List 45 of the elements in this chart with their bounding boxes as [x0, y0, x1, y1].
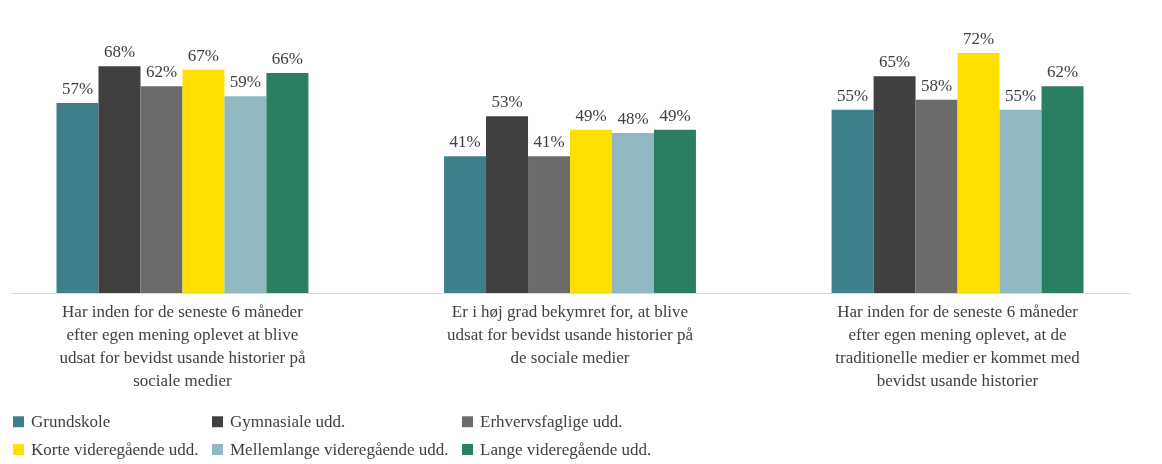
- bar: [1041, 86, 1084, 293]
- data-label: 68%: [103, 42, 136, 62]
- data-label: 48%: [617, 109, 649, 128]
- data-label: 62%: [1046, 62, 1079, 82]
- x-tick-label: Er i høj grad bekymret for, at blive udsat for bevidst usande historier på de sociale medier: [447, 301, 694, 367]
- data-label: 41%: [533, 132, 565, 152]
- data-label: 67%: [187, 45, 220, 65]
- legend-label: Grundskole: [31, 411, 111, 431]
- data-label: 55%: [837, 85, 869, 105]
- bar: [611, 133, 654, 293]
- bar: [266, 73, 309, 293]
- data-label: 53%: [491, 92, 523, 112]
- data-label: 55%: [1004, 85, 1037, 105]
- bar: [182, 69, 225, 293]
- x-tick-label: Har inden for de seneste 6 måneder efter egen mening oplevet, at de traditionelle medier er kommet med bevidst usande historier: [835, 301, 1081, 390]
- bar: [957, 53, 1000, 293]
- bar: [570, 129, 612, 293]
- bar: [56, 103, 99, 293]
- legend-label: Mellemlange videregående udd.: [230, 439, 449, 459]
- data-label: 41%: [449, 132, 481, 152]
- data-label: 65%: [878, 52, 911, 72]
- bar: [140, 86, 183, 293]
- data-label: 72%: [962, 29, 995, 48]
- bar: [653, 129, 696, 293]
- bar: [831, 109, 874, 293]
- legend-label: Gymnasiale udd.: [230, 411, 346, 431]
- data-label: 58%: [920, 75, 953, 95]
- x-tick-label: Har inden for de seneste 6 måneder efter egen mening oplevet at blive udsat for bevidst usande historier på sociale medier: [59, 301, 306, 390]
- bar: [224, 96, 267, 293]
- bar: [528, 156, 570, 293]
- bar: [444, 156, 487, 293]
- data-label: 66%: [271, 49, 303, 68]
- bar: [98, 66, 141, 293]
- data-label: 59%: [229, 72, 262, 92]
- legend-label: Erhvervsfaglige udd.: [480, 411, 623, 431]
- bar: [915, 99, 958, 293]
- data-label: 62%: [145, 62, 178, 82]
- bar: [999, 109, 1042, 293]
- data-label: 49%: [575, 105, 607, 125]
- data-label: 49%: [659, 105, 691, 125]
- bar: [486, 116, 529, 293]
- legend-label: Lange videregående udd.: [480, 439, 652, 459]
- legend-label: Korte videregående udd.: [31, 439, 199, 459]
- data-label: 57%: [61, 79, 94, 98]
- bar: [873, 76, 916, 293]
